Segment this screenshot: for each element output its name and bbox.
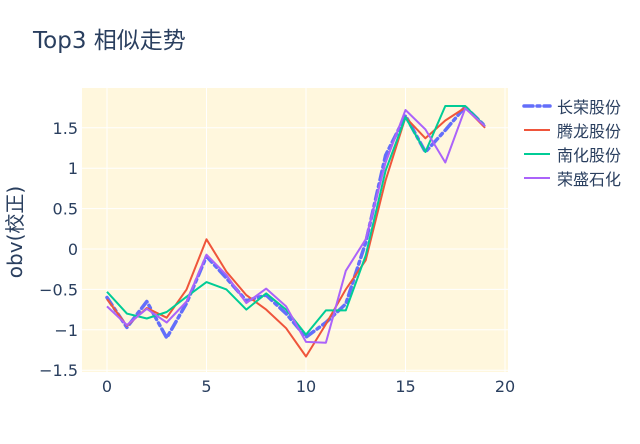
x-axis-ticks: 0 5 10 15 20: [102, 377, 515, 396]
legend-label: 腾龙股份: [557, 122, 622, 141]
legend-item-0[interactable]: 长荣股份: [522, 94, 621, 118]
legend-label: 长荣股份: [557, 98, 622, 117]
chart-title: Top3 相似走势: [33, 28, 186, 54]
x-tick-label: 20: [495, 377, 515, 396]
legend-item-1[interactable]: 腾龙股份: [522, 118, 621, 142]
y-tick-label: −1: [54, 321, 78, 340]
legend-label: 荣盛石化: [557, 170, 622, 189]
y-axis-title: obv(校正): [3, 186, 27, 278]
x-tick-label: 0: [102, 377, 112, 396]
legend-line-icon: [522, 104, 552, 108]
series-lines: [105, 105, 487, 358]
y-tick-label: 1: [68, 159, 78, 178]
y-tick-label: −0.5: [39, 280, 78, 299]
series-line-2[interactable]: [106, 105, 486, 336]
legend-label: 南化股份: [557, 146, 622, 165]
y-tick-label: 0.5: [53, 200, 78, 219]
y-axis-ticks: 1.5 1 0.5 0 −0.5 −1 −1.5: [39, 119, 78, 380]
series-line-3[interactable]: [106, 107, 486, 344]
x-tick-label: 10: [296, 377, 316, 396]
legend-item-3[interactable]: 荣盛石化: [522, 166, 621, 190]
y-tick-label: 0: [68, 240, 78, 259]
legend: 长荣股份腾龙股份南化股份荣盛石化: [522, 94, 621, 190]
y-tick-label: −1.5: [39, 361, 78, 380]
gridlines: [82, 88, 508, 372]
legend-line-icon: [524, 153, 550, 155]
legend-line-icon: [524, 177, 550, 179]
y-tick-label: 1.5: [53, 119, 78, 138]
legend-item-2[interactable]: 南化股份: [522, 142, 621, 166]
legend-line-icon: [524, 129, 550, 131]
series-line-1[interactable]: [106, 106, 486, 358]
x-tick-label: 5: [201, 377, 211, 396]
x-tick-label: 15: [395, 377, 415, 396]
